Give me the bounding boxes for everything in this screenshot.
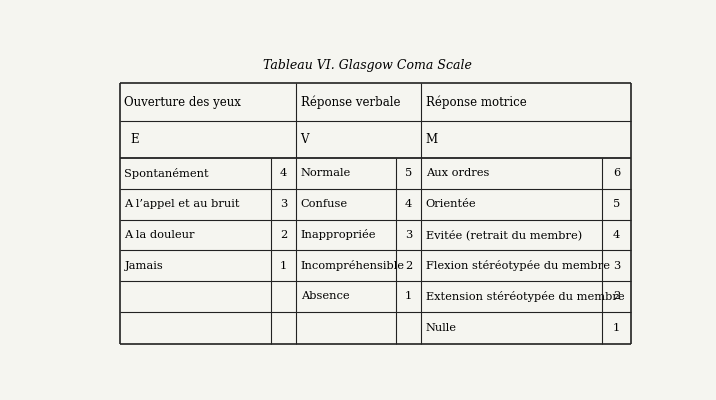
Text: Tableau VI. Glasgow Coma Scale: Tableau VI. Glasgow Coma Scale	[263, 59, 471, 72]
Text: 4: 4	[405, 199, 412, 209]
Text: 4: 4	[613, 230, 620, 240]
Text: 5: 5	[613, 199, 620, 209]
Text: 1: 1	[405, 292, 412, 302]
Text: 2: 2	[280, 230, 287, 240]
Text: 3: 3	[613, 261, 620, 271]
Text: Ouverture des yeux: Ouverture des yeux	[125, 96, 241, 108]
Text: Inappropriée: Inappropriée	[301, 230, 376, 240]
Text: Spontanément: Spontanément	[125, 168, 209, 179]
Text: M: M	[425, 133, 437, 146]
Text: 6: 6	[613, 168, 620, 178]
Text: Absence: Absence	[301, 292, 349, 302]
Text: 2: 2	[613, 292, 620, 302]
Text: Confuse: Confuse	[301, 199, 348, 209]
Text: Réponse motrice: Réponse motrice	[425, 95, 526, 109]
Text: E: E	[130, 133, 139, 146]
Text: V: V	[301, 133, 309, 146]
Text: 3: 3	[405, 230, 412, 240]
Text: Aux ordres: Aux ordres	[425, 168, 489, 178]
Text: 5: 5	[405, 168, 412, 178]
Text: A la douleur: A la douleur	[125, 230, 195, 240]
Text: Evitée (retrait du membre): Evitée (retrait du membre)	[425, 230, 582, 240]
Text: 4: 4	[280, 168, 287, 178]
Text: Flexion stéréotypée du membre: Flexion stéréotypée du membre	[425, 260, 609, 271]
Text: 2: 2	[405, 261, 412, 271]
Text: Normale: Normale	[301, 168, 351, 178]
Text: 1: 1	[280, 261, 287, 271]
Text: Réponse verbale: Réponse verbale	[301, 95, 400, 109]
Text: A l’appel et au bruit: A l’appel et au bruit	[125, 199, 240, 209]
Text: 1: 1	[613, 323, 620, 333]
Text: 3: 3	[280, 199, 287, 209]
Text: Jamais: Jamais	[125, 261, 163, 271]
Text: Orientée: Orientée	[425, 199, 476, 209]
Text: Nulle: Nulle	[425, 323, 457, 333]
Text: Extension stéréotypée du membre: Extension stéréotypée du membre	[425, 291, 624, 302]
Text: Incompréhensible: Incompréhensible	[301, 260, 405, 271]
